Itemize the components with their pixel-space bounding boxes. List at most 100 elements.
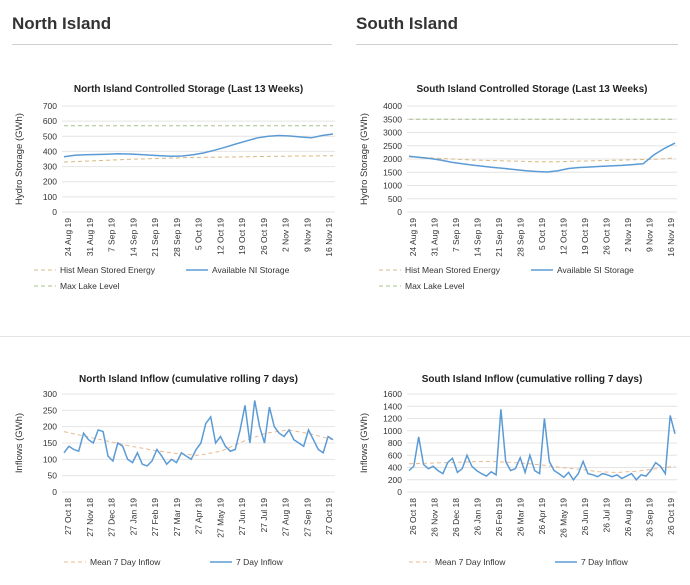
y-tick-label: 400: [43, 146, 57, 156]
y-tick-label: 500: [388, 194, 402, 204]
north-island-heading: North Island: [12, 14, 112, 33]
x-tick-label: 27 Apr 19: [194, 498, 204, 535]
x-tick-label: 24 Aug 19: [63, 218, 73, 257]
y-tick-label: 800: [388, 438, 402, 448]
y-tick-label: 1000: [383, 181, 402, 191]
x-tick-label: 5 Oct 19: [537, 218, 547, 250]
series-line-hist-mean-stored-energy: [63, 155, 333, 163]
x-tick-label: 19 Oct 19: [237, 218, 247, 255]
series-line-available-ni-storage: [63, 133, 334, 158]
x-tick-label: 27 Sep 19: [302, 498, 312, 537]
x-tick-label: 27 Oct 18: [63, 498, 73, 535]
x-tick-label: 26 Apr 19: [537, 498, 547, 535]
y-axis-label: Hydro Storage (GWh): [359, 113, 370, 205]
series-line-available-si-storage: [408, 142, 676, 173]
y-tick-label: 3500: [383, 114, 402, 124]
south-island-heading: South Island: [356, 14, 458, 33]
x-tick-label: 7 Sep 19: [107, 218, 117, 252]
x-tick-label: 26 Dec 18: [451, 498, 461, 537]
x-tick-label: 26 May 19: [559, 498, 569, 538]
x-tick-label: 9 Nov 19: [645, 218, 655, 252]
x-tick-label: 27 Oct 19: [324, 498, 334, 535]
x-tick-label: 12 Oct 19: [215, 218, 225, 255]
y-tick-label: 100: [43, 454, 57, 464]
y-tick-label: 2000: [383, 154, 402, 164]
x-tick-label: 26 Mar 19: [516, 498, 526, 537]
series-line-mean-7-day-inflow: [408, 460, 676, 473]
series-line-7-day-inflow: [63, 400, 334, 467]
x-tick-label: 14 Sep 19: [473, 218, 483, 257]
y-axis-label: Inflows (GWh): [359, 413, 370, 473]
legend-label: Mean 7 Day Inflow: [435, 557, 506, 567]
x-tick-label: 21 Sep 19: [150, 218, 160, 257]
legend-label: 7 Day Inflow: [236, 557, 284, 567]
x-tick-label: 27 Feb 19: [150, 498, 160, 537]
y-tick-label: 0: [52, 487, 57, 497]
chart-title: South Island Inflow (cumulative rolling …: [422, 374, 643, 385]
x-tick-label: 19 Oct 19: [580, 218, 590, 255]
x-tick-label: 26 Sep 19: [645, 498, 655, 537]
y-tick-label: 100: [43, 192, 57, 202]
si-inflow-chart: South Island Inflow (cumulative rolling …: [359, 374, 677, 567]
legend-label: Available SI Storage: [557, 265, 634, 275]
y-tick-label: 500: [43, 131, 57, 141]
x-tick-label: 27 Jan 19: [128, 498, 138, 536]
y-tick-label: 150: [43, 438, 57, 448]
y-tick-label: 2500: [383, 141, 402, 151]
y-tick-label: 1200: [383, 414, 402, 424]
x-tick-label: 31 Aug 19: [85, 218, 95, 257]
x-tick-label: 2 Nov 19: [281, 218, 291, 252]
legend-label: Available NI Storage: [212, 265, 290, 275]
x-tick-label: 28 Sep 19: [172, 218, 182, 257]
legend-label: Max Lake Level: [405, 281, 465, 291]
x-tick-label: 27 Nov 18: [85, 498, 95, 537]
panel-separator: [0, 336, 690, 337]
si-storage-chart: South Island Controlled Storage (Last 13…: [359, 84, 677, 291]
series-line-hist-mean-stored-energy: [408, 156, 676, 163]
x-tick-label: 16 Nov 19: [324, 218, 334, 257]
x-tick-label: 31 Aug 19: [430, 218, 440, 257]
chart-title: North Island Controlled Storage (Last 13…: [74, 84, 303, 95]
x-tick-label: 27 Aug 19: [281, 498, 291, 537]
y-tick-label: 1000: [383, 426, 402, 436]
y-tick-label: 700: [43, 101, 57, 111]
x-tick-label: 27 Jul 19: [259, 498, 269, 533]
y-tick-label: 600: [388, 450, 402, 460]
y-tick-label: 3000: [383, 128, 402, 138]
x-tick-label: 16 Nov 19: [666, 218, 676, 257]
x-tick-label: 27 Dec 18: [107, 498, 117, 537]
x-tick-label: 28 Sep 19: [516, 218, 526, 257]
x-tick-label: 26 Jan 19: [473, 498, 483, 536]
x-tick-label: 26 Aug 19: [623, 498, 633, 537]
y-tick-label: 1400: [383, 401, 402, 411]
x-tick-label: 26 Jun 19: [580, 498, 590, 536]
x-tick-label: 26 Oct 18: [408, 498, 418, 535]
x-tick-label: 2 Nov 19: [623, 218, 633, 252]
x-tick-label: 26 Nov 18: [430, 498, 440, 537]
x-tick-label: 27 May 19: [215, 498, 225, 538]
ni-storage-chart: North Island Controlled Storage (Last 13…: [14, 84, 335, 291]
x-tick-label: 27 Jun 19: [237, 498, 247, 536]
y-tick-label: 300: [43, 162, 57, 172]
x-tick-label: 26 Oct 19: [259, 218, 269, 255]
north-header-rule: [12, 44, 332, 45]
y-tick-label: 200: [43, 422, 57, 432]
y-tick-label: 0: [397, 207, 402, 217]
ni-inflow-chart: North Island Inflow (cumulative rolling …: [14, 374, 335, 567]
legend-label: 7 Day Inflow: [581, 557, 629, 567]
south-header-rule: [356, 44, 678, 45]
y-axis-label: Inflows (GWh): [14, 413, 25, 473]
y-tick-label: 300: [43, 389, 57, 399]
x-tick-label: 26 Jul 19: [602, 498, 612, 533]
x-tick-label: 7 Sep 19: [451, 218, 461, 252]
x-tick-label: 26 Feb 19: [494, 498, 504, 537]
x-tick-label: 24 Aug 19: [408, 218, 418, 257]
legend-label: Hist Mean Stored Energy: [60, 265, 156, 275]
x-tick-label: 27 Mar 19: [172, 498, 182, 537]
y-tick-label: 0: [52, 207, 57, 217]
series-line-7-day-inflow: [408, 409, 676, 482]
y-tick-label: 0: [397, 487, 402, 497]
y-tick-label: 200: [43, 177, 57, 187]
x-tick-label: 26 Oct 19: [602, 218, 612, 255]
legend-label: Mean 7 Day Inflow: [90, 557, 161, 567]
